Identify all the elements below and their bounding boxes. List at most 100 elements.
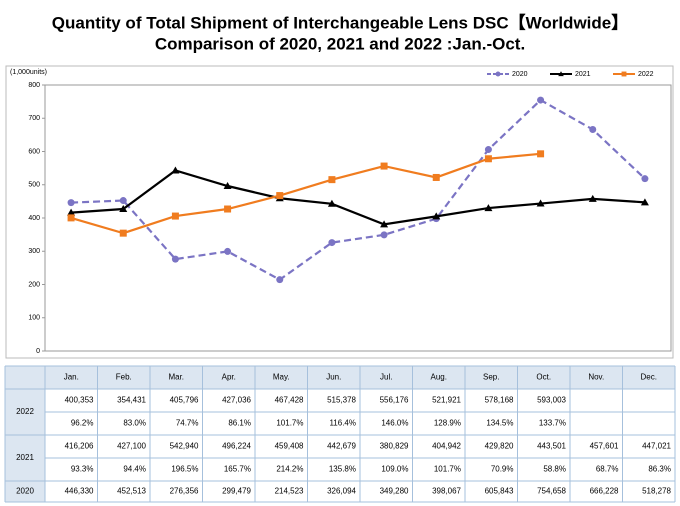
table-cell: 578,168: [485, 396, 514, 405]
table-cell: 467,428: [275, 396, 304, 405]
legend-label: 2021: [575, 71, 591, 78]
legend-label: 2022: [638, 71, 654, 78]
table-cell: 429,820: [485, 442, 514, 451]
y-tick-label: 200: [28, 281, 40, 288]
point: [223, 182, 232, 190]
table-month: Oct.: [536, 373, 551, 382]
point: [276, 276, 284, 284]
table-month: Nov.: [588, 373, 604, 382]
table-cell: 116.4%: [329, 419, 356, 428]
table-year: 2022: [16, 407, 34, 416]
point: [380, 231, 388, 239]
point: [432, 173, 440, 181]
point: [589, 125, 597, 133]
table-cell: 101.7%: [276, 419, 303, 428]
point: [484, 204, 493, 212]
table-cell: 133.7%: [539, 419, 566, 428]
table-cell: 400,353: [65, 396, 94, 405]
point: [641, 175, 649, 183]
table-cell: 457,601: [590, 442, 619, 451]
table-cell: 398,067: [432, 487, 461, 496]
table-cell: 427,100: [117, 442, 146, 451]
table-cell: 380,829: [380, 442, 409, 451]
table-cell: 146.0%: [381, 419, 408, 428]
table-cell: 86.1%: [228, 419, 251, 428]
table-month: Mar.: [168, 373, 184, 382]
table-cell: 58.8%: [543, 465, 566, 474]
y-tick-label: 400: [28, 215, 40, 222]
point: [328, 176, 336, 184]
series-line: [71, 98, 646, 281]
y-tick-label: 800: [28, 82, 40, 89]
table-cell: 86.3%: [648, 465, 671, 474]
point: [484, 155, 492, 163]
table-header: [5, 366, 675, 389]
chart-subtitle: Comparison of 2020, 2021 and 2022 :Jan.-…: [155, 34, 525, 53]
table-year-column: [5, 389, 45, 502]
table-cell: 326,094: [327, 487, 356, 496]
point: [484, 146, 492, 154]
table-cell: 134.5%: [486, 419, 513, 428]
point: [380, 162, 388, 170]
point: [432, 212, 441, 220]
table-cell: 354,431: [117, 396, 146, 405]
table-cell: 70.9%: [491, 465, 514, 474]
table-cell: 405,796: [170, 396, 199, 405]
y-unit: (1,000units): [10, 69, 47, 76]
table-cell: 447,021: [642, 442, 671, 451]
table-cell: 442,679: [327, 442, 356, 451]
point: [67, 208, 76, 216]
table-cell: 556,176: [380, 396, 409, 405]
point: [171, 212, 179, 220]
table-year: 2020: [16, 487, 34, 496]
table-cell: 452,513: [117, 487, 146, 496]
table-month: Sep.: [483, 373, 499, 382]
table-cell: 196.5%: [171, 465, 198, 474]
point: [119, 204, 128, 212]
point: [621, 71, 627, 77]
y-tick-label: 300: [28, 248, 40, 255]
table-cell: 446,330: [65, 487, 94, 496]
table-cell: 299,479: [222, 487, 251, 496]
series-line: [70, 152, 541, 235]
chart-title: Quantity of Total Shipment of Interchang…: [52, 12, 628, 32]
y-tick-label: 0: [36, 348, 40, 355]
legend-label: 2020: [512, 71, 528, 78]
table-cell: 459,408: [275, 442, 304, 451]
table-cell: 427,036: [222, 396, 251, 405]
table-month: Jul.: [380, 373, 392, 382]
table-month: Jun.: [326, 373, 341, 382]
table-cell: 496,224: [222, 442, 251, 451]
point: [119, 229, 127, 237]
table-cell: 68.7%: [596, 465, 619, 474]
point: [327, 199, 336, 207]
table-cell: 593,003: [537, 396, 566, 405]
table-cell: 276,356: [170, 487, 199, 496]
point: [537, 150, 545, 158]
table-cell: 109.0%: [381, 465, 408, 474]
table-cell: 542,940: [170, 442, 199, 451]
point: [171, 255, 179, 263]
table-cell: 515,378: [327, 396, 356, 405]
point: [380, 220, 389, 228]
point: [558, 71, 564, 77]
point: [537, 96, 545, 104]
table-month: Dec.: [641, 373, 657, 382]
point: [67, 214, 75, 222]
table-cell: 135.8%: [329, 465, 356, 474]
point: [119, 197, 127, 205]
table-cell: 165.7%: [224, 465, 251, 474]
table-cell: 94.4%: [123, 465, 146, 474]
y-tick-label: 100: [28, 315, 40, 322]
table-cell: 93.3%: [71, 465, 94, 474]
point: [224, 205, 232, 213]
y-tick-label: 500: [28, 182, 40, 189]
point: [328, 239, 336, 247]
table-cell: 349,280: [380, 487, 409, 496]
table-cell: 443,501: [537, 442, 566, 451]
chart-border: [5, 65, 674, 359]
point: [171, 166, 180, 174]
table-month: May.: [273, 373, 290, 382]
point: [640, 198, 649, 206]
